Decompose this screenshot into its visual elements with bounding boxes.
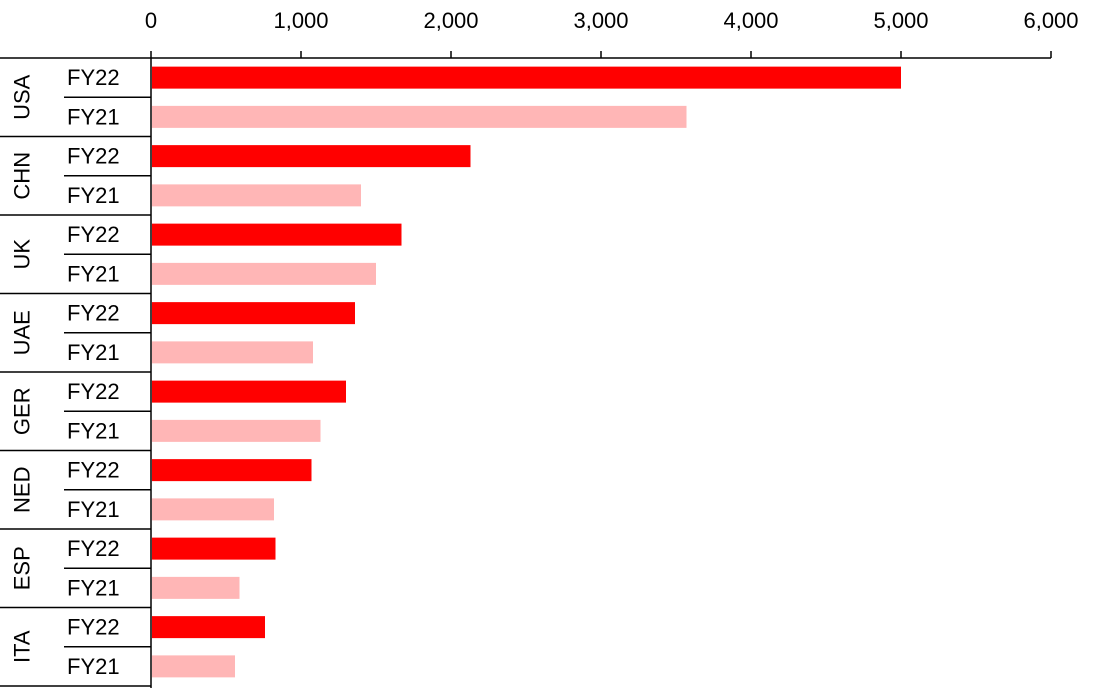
x-tick-label: 0 bbox=[145, 8, 157, 33]
bar-uk-fy21 bbox=[152, 262, 376, 285]
group-label: UK bbox=[10, 239, 35, 270]
group-label: USA bbox=[10, 74, 35, 120]
bar-chn-fy21 bbox=[152, 184, 361, 207]
group-label: ITA bbox=[10, 630, 35, 663]
category-label: FY21 bbox=[67, 497, 120, 522]
x-tick-label: 5,000 bbox=[873, 8, 928, 33]
category-label: FY21 bbox=[67, 575, 120, 600]
bar-uae-fy22 bbox=[152, 302, 355, 325]
bar-ger-fy21 bbox=[152, 419, 321, 442]
bar-ita-fy21 bbox=[152, 655, 235, 678]
category-label: FY22 bbox=[67, 65, 120, 90]
group-label: NED bbox=[10, 467, 35, 513]
bar-uae-fy21 bbox=[152, 341, 313, 364]
bar-usa-fy22 bbox=[152, 66, 901, 89]
category-label: FY21 bbox=[67, 418, 120, 443]
bar-usa-fy21 bbox=[152, 105, 687, 128]
category-label: FY22 bbox=[67, 536, 120, 561]
category-label: FY22 bbox=[67, 301, 120, 326]
bar-ned-fy22 bbox=[152, 459, 312, 482]
category-label: FY21 bbox=[67, 261, 120, 286]
bar-esp-fy21 bbox=[152, 576, 240, 599]
category-label: FY21 bbox=[67, 104, 120, 129]
bar-ger-fy22 bbox=[152, 380, 346, 403]
x-tick-label: 2,000 bbox=[423, 8, 478, 33]
bar-uk-fy22 bbox=[152, 223, 402, 246]
category-label: FY22 bbox=[67, 458, 120, 483]
x-tick-label: 3,000 bbox=[573, 8, 628, 33]
bar-ita-fy22 bbox=[152, 616, 265, 639]
x-tick-label: 1,000 bbox=[273, 8, 328, 33]
group-label: GER bbox=[10, 387, 35, 435]
category-label: FY22 bbox=[67, 144, 120, 169]
group-label: CHN bbox=[10, 152, 35, 200]
category-label: FY21 bbox=[67, 654, 120, 679]
category-label: FY22 bbox=[67, 379, 120, 404]
x-tick-label: 6,000 bbox=[1023, 8, 1078, 33]
category-label: FY22 bbox=[67, 615, 120, 640]
category-label: FY22 bbox=[67, 222, 120, 247]
bar-esp-fy22 bbox=[152, 537, 276, 560]
group-label: ESP bbox=[10, 546, 35, 590]
category-label: FY21 bbox=[67, 183, 120, 208]
bar-ned-fy21 bbox=[152, 498, 274, 521]
bar-chn-fy22 bbox=[152, 145, 471, 168]
x-tick-label: 4,000 bbox=[723, 8, 778, 33]
category-label: FY21 bbox=[67, 340, 120, 365]
group-label: UAE bbox=[10, 310, 35, 355]
